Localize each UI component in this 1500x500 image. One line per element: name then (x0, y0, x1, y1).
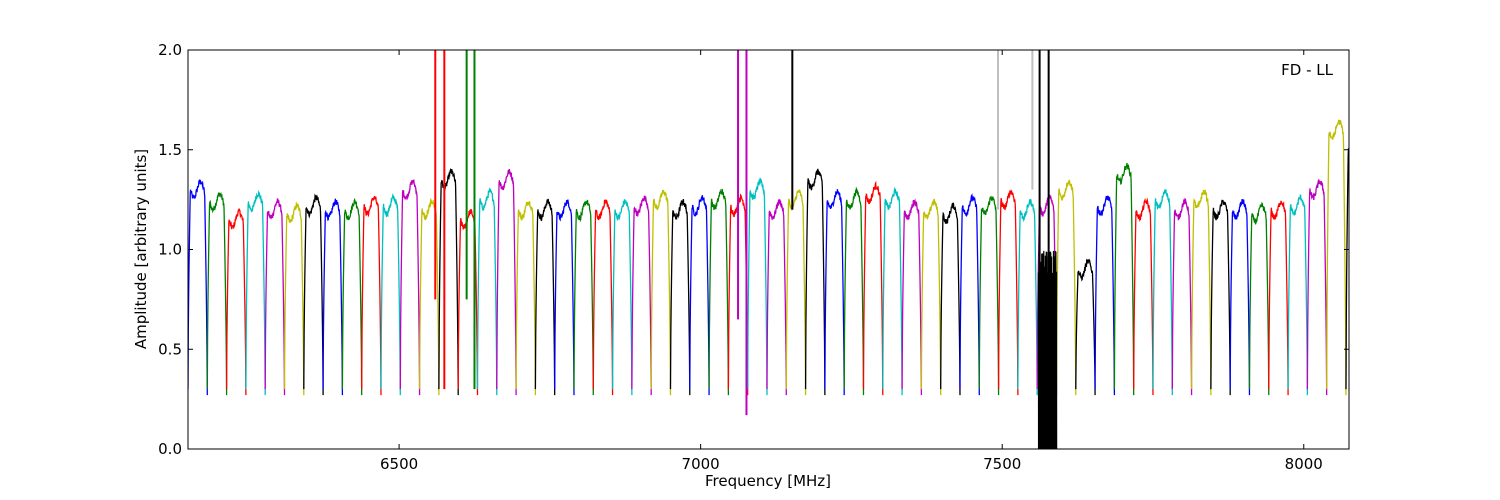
channel-curve-18 (534, 198, 556, 396)
y-tick-label-2: 1.0 (158, 241, 182, 259)
channel-curve-11 (399, 179, 421, 396)
channel-curve-39 (940, 202, 961, 396)
channel-curve-25 (669, 198, 691, 396)
channel-curve-55 (1248, 201, 1270, 396)
channel-curve-0 (188, 179, 208, 396)
channel-curve-33 (824, 189, 845, 396)
channel-curve-40 (959, 193, 980, 396)
channel-curve-13 (438, 167, 459, 396)
channel-curve-57 (1287, 194, 1309, 396)
x-tick-label-0: 6500 (380, 455, 418, 473)
channel-curve-23 (631, 195, 652, 396)
channel-curve-22 (611, 199, 633, 396)
plot-annotation: FD - LL (1281, 61, 1333, 79)
x-tick-label-3: 8000 (1285, 455, 1323, 473)
y-tick-label-1: 0.5 (158, 340, 182, 358)
y-axis-label: Amplitude [arbitrary units] (132, 149, 150, 349)
channel-curve-1 (206, 192, 228, 396)
channel-curve-36 (882, 186, 903, 396)
channel-curve-19 (554, 199, 575, 396)
channel-curve-2 (225, 208, 247, 396)
channel-curve-56 (1268, 200, 1289, 396)
channel-curve-59 (1326, 119, 1347, 396)
channel-curve-31 (785, 189, 807, 396)
channel-curve-45 (1055, 179, 1077, 396)
y-tick-label-4: 2.0 (158, 41, 182, 59)
channel-curve-9 (361, 195, 382, 396)
channel-curve-47 (1094, 194, 1116, 396)
channel-curve-50 (1152, 189, 1173, 396)
channel-curve-10 (380, 192, 401, 396)
x-tick-label-1: 7000 (682, 455, 720, 473)
channel-curve-8 (341, 197, 363, 396)
channel-curve-16 (496, 168, 517, 396)
channel-curve-53 (1210, 199, 1231, 396)
channel-curve-51 (1171, 197, 1193, 396)
channel-curve-7 (322, 198, 344, 396)
channel-curve-30 (766, 199, 787, 396)
x-tick-label-2: 7500 (983, 455, 1021, 473)
channel-curve-24 (650, 189, 672, 396)
channel-curve-42 (997, 189, 1019, 396)
y-tick-label-3: 1.5 (158, 141, 182, 159)
channel-curve-3 (245, 189, 266, 396)
x-axis-label: Frequency [MHz] (705, 472, 831, 490)
channel-curve-17 (515, 201, 537, 396)
channel-curve-35 (862, 180, 884, 396)
channel-curve-6 (303, 193, 324, 396)
plot-data-layer (188, 50, 1349, 449)
channel-curve-58 (1306, 179, 1328, 396)
channel-curve-5 (283, 201, 305, 396)
channel-curve-29 (747, 177, 768, 396)
channel-curve-34 (843, 186, 865, 396)
channel-curve-21 (592, 199, 614, 396)
channel-curve-27 (708, 188, 730, 396)
channel-curve-32 (804, 168, 826, 396)
channel-curve-26 (689, 195, 710, 396)
channel-curve-41 (978, 195, 1000, 396)
axis-ticks: 6500 7000 7500 8000 0.0 0.5 1.0 1.5 2.0 (158, 41, 1349, 473)
channel-curve-49 (1133, 197, 1154, 396)
y-tick-label-0: 0.0 (158, 440, 182, 458)
channel-curve-4 (264, 198, 286, 396)
channel-curve-38 (920, 198, 942, 396)
channel-curve-54 (1229, 198, 1251, 396)
channel-curve-48 (1113, 162, 1135, 396)
channel-curve-37 (901, 198, 923, 396)
channel-curve-20 (573, 199, 594, 396)
channel-curve-15 (476, 187, 498, 396)
channel-curve-43 (1017, 199, 1038, 396)
channel-curve-52 (1190, 189, 1212, 396)
channel-curve-46 (1075, 258, 1096, 396)
noise-band (1037, 250, 1058, 449)
